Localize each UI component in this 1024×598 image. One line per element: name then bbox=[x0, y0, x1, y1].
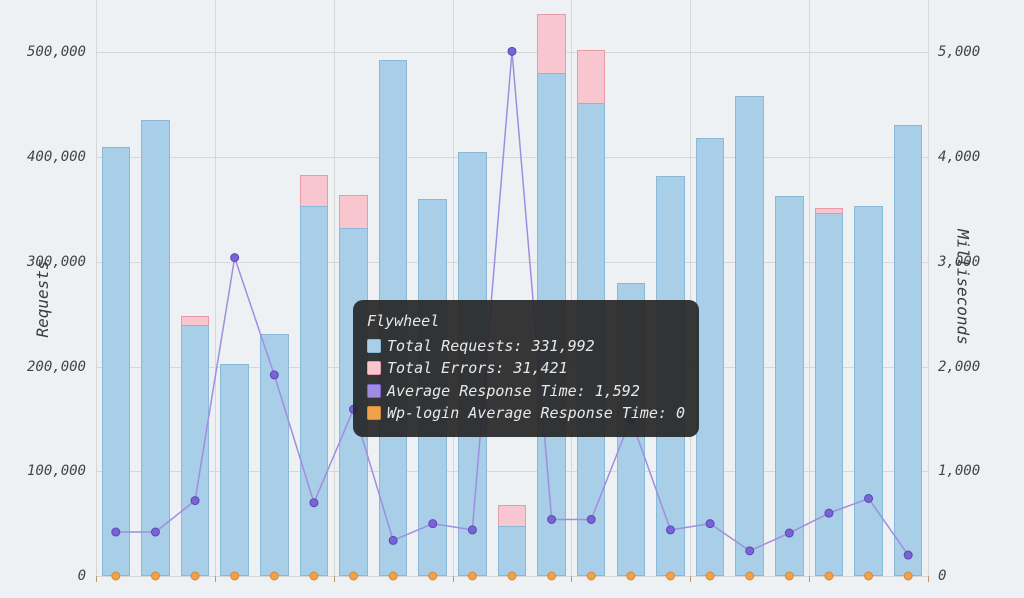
marker-avg-response[interactable] bbox=[785, 529, 793, 537]
marker-wplogin-response[interactable] bbox=[666, 572, 674, 580]
x-tick-mark bbox=[334, 576, 335, 582]
y-left-tick-label: 300,000 bbox=[22, 254, 86, 270]
tooltip-swatch bbox=[367, 384, 381, 398]
marker-avg-response[interactable] bbox=[231, 254, 239, 262]
marker-avg-response[interactable] bbox=[865, 495, 873, 503]
gridline-vertical bbox=[928, 0, 929, 576]
marker-avg-response[interactable] bbox=[191, 497, 199, 505]
marker-wplogin-response[interactable] bbox=[389, 572, 397, 580]
marker-wplogin-response[interactable] bbox=[865, 572, 873, 580]
y-right-tick-label: 1,000 bbox=[938, 463, 1002, 479]
tooltip-text: Wp-login Average Response Time: 0 bbox=[387, 402, 685, 425]
tooltip-swatch bbox=[367, 361, 381, 375]
y-left-tick-label: 400,000 bbox=[22, 149, 86, 165]
marker-wplogin-response[interactable] bbox=[825, 572, 833, 580]
y-left-tick-label: 100,000 bbox=[22, 463, 86, 479]
marker-avg-response[interactable] bbox=[429, 520, 437, 528]
marker-avg-response[interactable] bbox=[548, 515, 556, 523]
marker-wplogin-response[interactable] bbox=[350, 572, 358, 580]
marker-wplogin-response[interactable] bbox=[587, 572, 595, 580]
tooltip-row: Total Requests: 331,992 bbox=[367, 335, 685, 358]
tooltip-rows: Total Requests: 331,992Total Errors: 31,… bbox=[367, 335, 685, 425]
marker-avg-response[interactable] bbox=[746, 547, 754, 555]
marker-wplogin-response[interactable] bbox=[468, 572, 476, 580]
marker-wplogin-response[interactable] bbox=[508, 572, 516, 580]
marker-avg-response[interactable] bbox=[825, 509, 833, 517]
marker-avg-response[interactable] bbox=[270, 371, 278, 379]
marker-avg-response[interactable] bbox=[389, 536, 397, 544]
y-right-tick-label: 4,000 bbox=[938, 149, 1002, 165]
x-tick-mark bbox=[215, 576, 216, 582]
tooltip-row: Wp-login Average Response Time: 0 bbox=[367, 402, 685, 425]
y-left-tick-label: 200,000 bbox=[22, 359, 86, 375]
y-right-tick-label: 5,000 bbox=[938, 44, 1002, 60]
marker-wplogin-response[interactable] bbox=[904, 572, 912, 580]
marker-avg-response[interactable] bbox=[508, 47, 516, 55]
marker-wplogin-response[interactable] bbox=[191, 572, 199, 580]
marker-wplogin-response[interactable] bbox=[151, 572, 159, 580]
x-tick-mark bbox=[928, 576, 929, 582]
x-tick-mark bbox=[571, 576, 572, 582]
x-tick-mark bbox=[809, 576, 810, 582]
tooltip-title: Flywheel bbox=[367, 310, 685, 333]
y-left-ticks: 0100,000200,000300,000400,000500,000 bbox=[26, 0, 90, 598]
marker-avg-response[interactable] bbox=[310, 499, 318, 507]
marker-avg-response[interactable] bbox=[904, 551, 912, 559]
marker-wplogin-response[interactable] bbox=[270, 572, 278, 580]
x-tick-mark bbox=[453, 576, 454, 582]
tooltip-row: Average Response Time: 1,592 bbox=[367, 380, 685, 403]
marker-avg-response[interactable] bbox=[587, 515, 595, 523]
marker-avg-response[interactable] bbox=[468, 526, 476, 534]
x-tick-mark bbox=[690, 576, 691, 582]
y-left-tick-label: 500,000 bbox=[22, 44, 86, 60]
tooltip-swatch bbox=[367, 339, 381, 353]
marker-wplogin-response[interactable] bbox=[429, 572, 437, 580]
tooltip-text: Average Response Time: 1,592 bbox=[387, 380, 640, 403]
marker-wplogin-response[interactable] bbox=[548, 572, 556, 580]
chart-container: Requests Milliseconds 0100,000200,000300… bbox=[0, 0, 1024, 598]
y-right-tick-label: 2,000 bbox=[938, 359, 1002, 375]
marker-avg-response[interactable] bbox=[666, 526, 674, 534]
marker-wplogin-response[interactable] bbox=[112, 572, 120, 580]
x-tick-mark bbox=[96, 576, 97, 582]
marker-wplogin-response[interactable] bbox=[627, 572, 635, 580]
marker-wplogin-response[interactable] bbox=[231, 572, 239, 580]
marker-wplogin-response[interactable] bbox=[706, 572, 714, 580]
line-layer bbox=[96, 0, 928, 576]
plot-area[interactable] bbox=[96, 0, 928, 576]
marker-wplogin-response[interactable] bbox=[785, 572, 793, 580]
tooltip-text: Total Errors: 31,421 bbox=[387, 357, 568, 380]
chart-tooltip: Flywheel Total Requests: 331,992Total Er… bbox=[353, 300, 699, 437]
y-right-tick-label: 0 bbox=[938, 568, 1002, 584]
marker-avg-response[interactable] bbox=[706, 520, 714, 528]
y-left-tick-label: 0 bbox=[22, 568, 86, 584]
marker-avg-response[interactable] bbox=[151, 528, 159, 536]
tooltip-text: Total Requests: 331,992 bbox=[387, 335, 595, 358]
y-right-ticks: 01,0002,0003,0004,0005,000 bbox=[934, 0, 998, 598]
tooltip-swatch bbox=[367, 406, 381, 420]
marker-avg-response[interactable] bbox=[112, 528, 120, 536]
marker-wplogin-response[interactable] bbox=[746, 572, 754, 580]
tooltip-row: Total Errors: 31,421 bbox=[367, 357, 685, 380]
marker-wplogin-response[interactable] bbox=[310, 572, 318, 580]
y-right-tick-label: 3,000 bbox=[938, 254, 1002, 270]
